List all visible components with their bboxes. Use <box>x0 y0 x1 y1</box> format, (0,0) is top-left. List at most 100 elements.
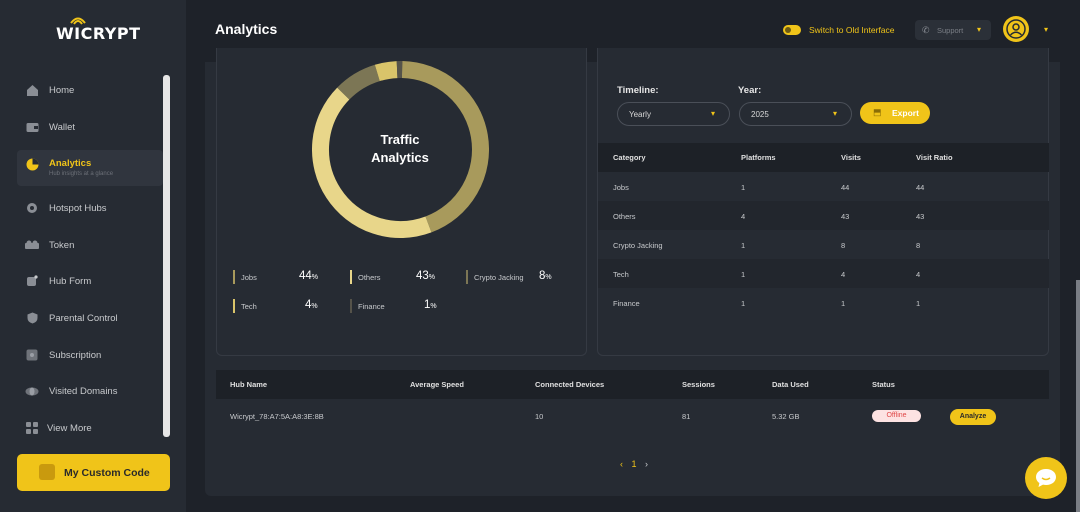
custom-code-label: My Custom Code <box>64 466 150 479</box>
globe-icon <box>25 384 39 398</box>
sidebar-item-token[interactable]: Token <box>17 228 163 262</box>
sidebar-item-home[interactable]: Home <box>17 73 163 107</box>
current-page[interactable]: 1 <box>631 459 637 469</box>
sidebar-item-label: Visited Domains <box>49 385 118 397</box>
sidebar-item-wallet[interactable]: Wallet <box>17 110 163 144</box>
table-cell: Crypto Jacking <box>613 241 663 250</box>
legend-swatch <box>233 299 235 313</box>
table-cell: 44 <box>841 183 850 192</box>
sidebar-item-hub-form[interactable]: Hub Form <box>17 264 163 298</box>
table-cell: 1 <box>741 270 746 279</box>
table-cell: 1 <box>741 183 746 192</box>
year-value: 2025 <box>751 110 769 119</box>
user-avatar[interactable] <box>1003 16 1029 42</box>
column-header: Average Speed <box>410 380 464 389</box>
column-header: Visit Ratio <box>916 153 953 162</box>
pie-chart-icon <box>25 157 39 171</box>
donut-segment-others <box>312 87 432 238</box>
account-chevron-icon[interactable]: ▾ <box>1044 25 1049 34</box>
traffic-analytics-card <box>216 48 587 356</box>
sidebar-item-subscription[interactable]: Subscription <box>17 338 163 372</box>
legend-item-crypto-jacking: Crypto Jacking 8% <box>466 270 566 284</box>
donut-segment-tech <box>374 61 398 82</box>
sidebar-item-label: Hotspot Hubs <box>49 202 107 214</box>
traffic-donut-chart <box>312 61 489 238</box>
subscription-icon <box>25 348 39 362</box>
devices-cell: 10 <box>535 412 544 421</box>
legend-item-others: Others 43% <box>350 270 440 284</box>
support-dropdown[interactable]: ✆ Support ▾ <box>915 20 991 40</box>
legend-swatch <box>350 299 352 313</box>
timeline-label: Timeline: <box>617 85 659 96</box>
legend-value: 4% <box>305 299 318 311</box>
donut-segment-crypto-jacking <box>337 64 381 100</box>
sidebar-item-label: View More <box>47 422 92 434</box>
logo-text: WICRYPT <box>56 24 141 43</box>
table-cell: 1 <box>741 241 746 250</box>
chat-launcher-button[interactable] <box>1025 457 1067 499</box>
chat-bubble-icon <box>1036 469 1056 487</box>
legend-label: Others <box>358 273 381 282</box>
prev-page-button[interactable]: ‹ <box>620 459 623 469</box>
sidebar-item-label: Token <box>49 239 75 251</box>
donut-title-line2: Analytics <box>371 150 429 165</box>
year-label: Year: <box>738 85 762 96</box>
table-cell: 8 <box>841 241 846 250</box>
sidebar-item-label: Subscription <box>49 349 102 361</box>
column-header: Data Used <box>772 380 809 389</box>
export-button[interactable]: ⬒ Export <box>860 102 930 124</box>
timeline-value: Yearly <box>629 110 651 119</box>
legend-label: Crypto Jacking <box>474 273 524 282</box>
user-icon <box>1006 19 1026 39</box>
page-title: Analytics <box>215 21 278 37</box>
sidebar-item-parental-control[interactable]: Parental Control <box>17 301 163 335</box>
column-header: Platforms <box>741 153 776 162</box>
year-select[interactable]: 2025 ▾ <box>739 102 852 126</box>
next-page-button[interactable]: › <box>645 459 649 469</box>
table-cell: 1 <box>916 299 921 308</box>
column-header: Connected Devices <box>535 380 605 389</box>
wicrypt-logo[interactable]: WICRYPT <box>56 17 141 43</box>
legend-value: 8% <box>539 270 552 282</box>
table-row: Wicrypt_78:A7:5A:A8:3E:8B 10 81 5.32 GB … <box>216 400 1049 432</box>
interface-toggle[interactable] <box>783 25 801 35</box>
wallet-icon <box>25 120 39 134</box>
sidebar-item-view-more[interactable]: View More <box>17 411 163 445</box>
status-badge: Offline <box>872 410 921 422</box>
table-cell: Finance <box>613 299 640 308</box>
legend-swatch <box>466 270 468 284</box>
sidebar-item-label: Hub Form <box>49 275 92 287</box>
column-header: Sessions <box>682 380 715 389</box>
legend-value: 43% <box>416 270 436 282</box>
sidebar-item-hotspot-hubs[interactable]: Hotspot Hubs <box>17 191 163 225</box>
home-icon <box>25 83 39 97</box>
export-icon: ⬒ <box>873 107 882 117</box>
sidebar-scrollbar[interactable] <box>163 75 170 437</box>
table-cell: 4 <box>916 270 921 279</box>
phone-icon: ✆ <box>922 25 930 35</box>
shield-icon <box>25 311 39 325</box>
switch-interface-link[interactable]: Switch to Old Interface <box>809 25 895 35</box>
table-cell: 1 <box>841 299 846 308</box>
page-scrollbar[interactable] <box>1076 280 1080 512</box>
form-icon <box>25 274 39 288</box>
legend-label: Finance <box>358 302 385 311</box>
sidebar-item-visited-domains[interactable]: Visited Domains <box>17 374 163 408</box>
table-cell: 4 <box>741 212 746 221</box>
table-cell: Jobs <box>613 183 629 192</box>
my-custom-code-button[interactable]: My Custom Code <box>17 454 170 491</box>
analyze-button[interactable]: Analyze <box>950 409 996 425</box>
support-label: Support <box>937 26 964 35</box>
legend-label: Tech <box>241 302 257 311</box>
table-row: Finance 1 1 1 <box>598 288 1049 317</box>
data-used-cell: 5.32 GB <box>772 412 800 421</box>
grid-icon <box>25 421 39 435</box>
sidebar-item-analytics[interactable]: Analytics Hub insights at a glance <box>17 150 163 186</box>
sidebar-item-subtitle: Hub insights at a glance <box>49 171 114 177</box>
column-header: Category <box>613 153 646 162</box>
table-cell: 43 <box>841 212 850 221</box>
timeline-select[interactable]: Yearly ▾ <box>617 102 730 126</box>
table-cell: 4 <box>841 270 846 279</box>
category-table-header: Category Platforms Visits Visit Ratio <box>598 143 1049 172</box>
sidebar-item-label: Wallet <box>49 121 76 133</box>
